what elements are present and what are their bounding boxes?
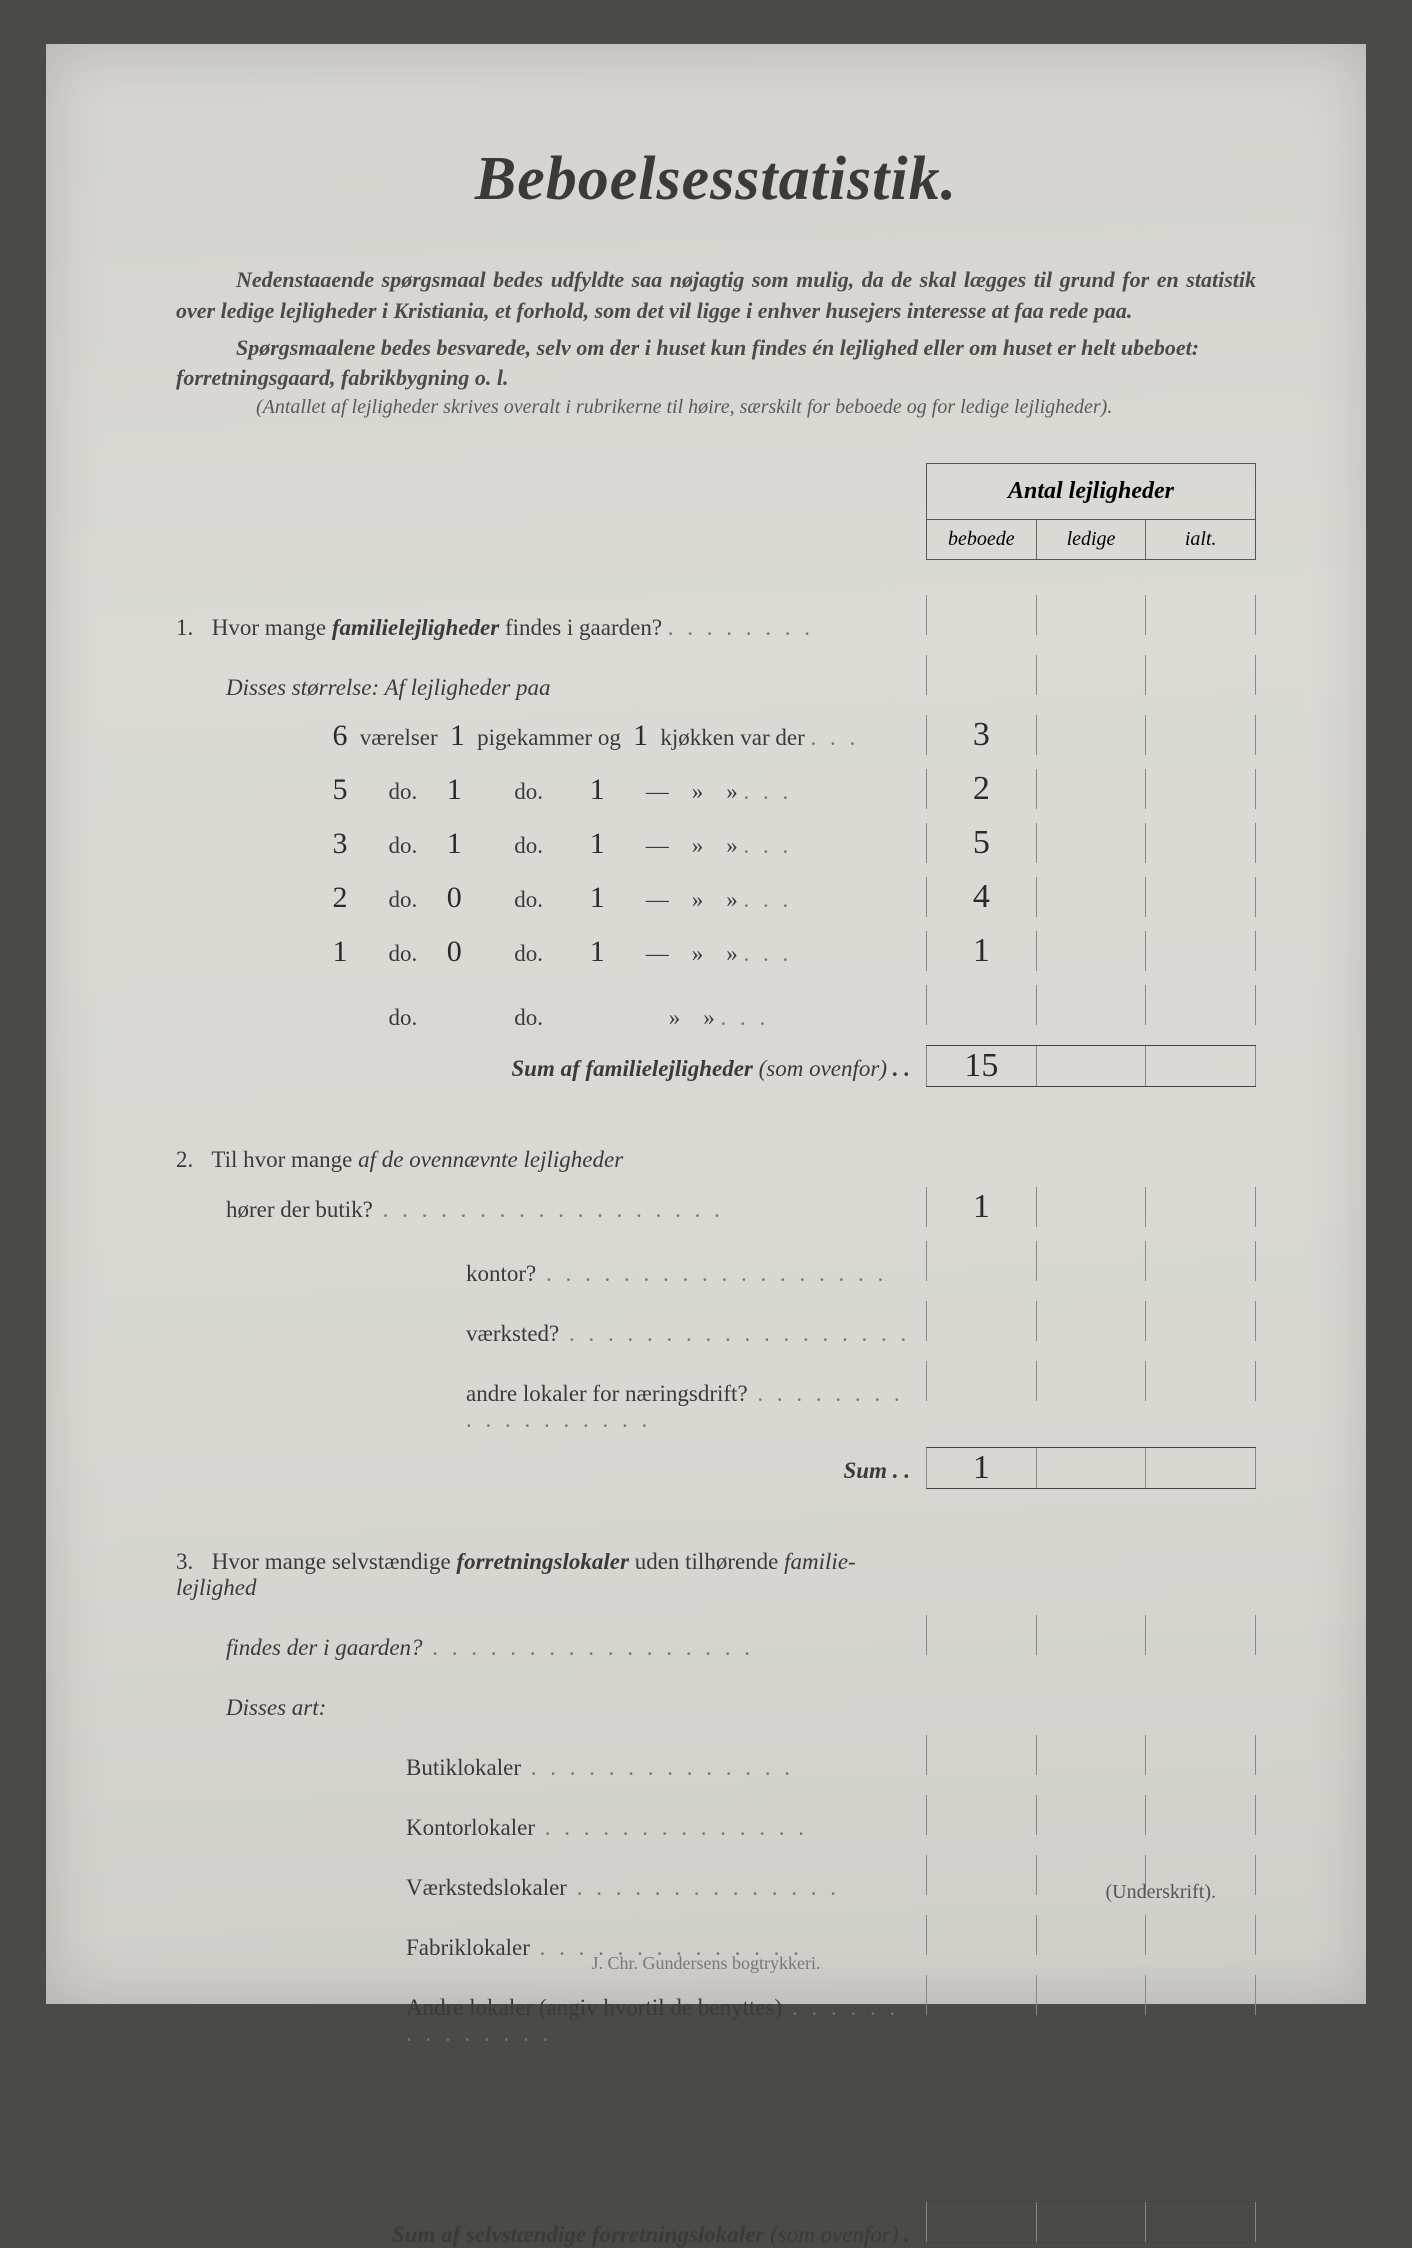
sum-2: Sum . . 1 [176, 1447, 1256, 1489]
size-row: 5 do. 1 do. 1 — » » . . . 2 [176, 769, 1256, 809]
printer-credit: J. Chr. Gundersens bogtrykkeri. [46, 1953, 1366, 1974]
intro-paragraph-2: Spørgsmaalene bedes besvarede, selv om d… [176, 333, 1256, 395]
header-subcols: beboede ledige ialt. [927, 520, 1255, 559]
q2-row: værksted? . . . . . . . . . . . . . . . … [176, 1301, 1256, 1347]
q2-row: hører der butik? . . . . . . . . . . . .… [176, 1187, 1256, 1227]
size-row: do. do. » » . . . [176, 985, 1256, 1031]
column-header-box: Antal lejligheder beboede ledige ialt. [926, 463, 1256, 560]
q3-row: Andre lokaler (angiv hvortil de benyttes… [176, 1975, 1256, 2047]
question-1: 1. Hvor mange familielejligheder findes … [176, 595, 1256, 641]
sum-1: Sum af familielejligheder (som ovenfor) … [176, 1045, 1256, 1087]
question-2: 2. Til hvor mange af de ovennævnte lejli… [176, 1127, 1256, 1173]
cell-ledige [1036, 715, 1146, 755]
size-row: 6 værelser 1 pigekammer og 1 kjøkken var… [176, 715, 1256, 755]
col-ledige: ledige [1036, 520, 1146, 559]
q1-subheading: Disses størrelse: Af lejligheder paa [176, 655, 1256, 701]
cell-ialt [1145, 715, 1256, 755]
cell-beboede: 3 [926, 715, 1036, 755]
intro-paragraph-3: (Antallet af lejligheder skrives overalt… [176, 394, 1256, 421]
size-row: 3 do. 1 do. 1 — » » . . . 5 [176, 823, 1256, 863]
intro-paragraph-1: Nedenstaaende spørgsmaal bedes udfyldte … [176, 265, 1256, 327]
q3-sub: Disses art: [176, 1675, 1256, 1721]
q2-row: kontor? . . . . . . . . . . . . . . . . … [176, 1241, 1256, 1287]
page-title: Beboelsesstatistik. [176, 144, 1256, 215]
col-beboede: beboede [927, 520, 1036, 559]
q3-row: Butiklokaler . . . . . . . . . . . . . . [176, 1735, 1256, 1781]
q3-row: Kontorlokaler . . . . . . . . . . . . . … [176, 1795, 1256, 1841]
question-3: 3. Hvor mange selvstændige forretningslo… [176, 1529, 1256, 1601]
size-row: 1 do. 0 do. 1 — » » . . . 1 [176, 931, 1256, 971]
document-page: Beboelsesstatistik. Nedenstaaende spørgs… [46, 44, 1366, 2004]
header-main: Antal lejligheder [927, 464, 1255, 520]
sum-3: Sum af selvstændige forretningslokaler (… [176, 2201, 1256, 2248]
form-grid: Antal lejligheder beboede ledige ialt. 1… [176, 471, 1256, 2248]
signature-label: (Underskrift). [1105, 1881, 1216, 1904]
q2-row: andre lokaler for næringsdrift? . . . . … [176, 1361, 1256, 1433]
q3-line2: findes der i gaarden? . . . . . . . . . … [176, 1615, 1256, 1661]
size-row: 2 do. 0 do. 1 — » » . . . 4 [176, 877, 1256, 917]
q3-row: Værkstedslokaler . . . . . . . . . . . .… [176, 1855, 1256, 1901]
col-ialt: ialt. [1145, 520, 1255, 559]
